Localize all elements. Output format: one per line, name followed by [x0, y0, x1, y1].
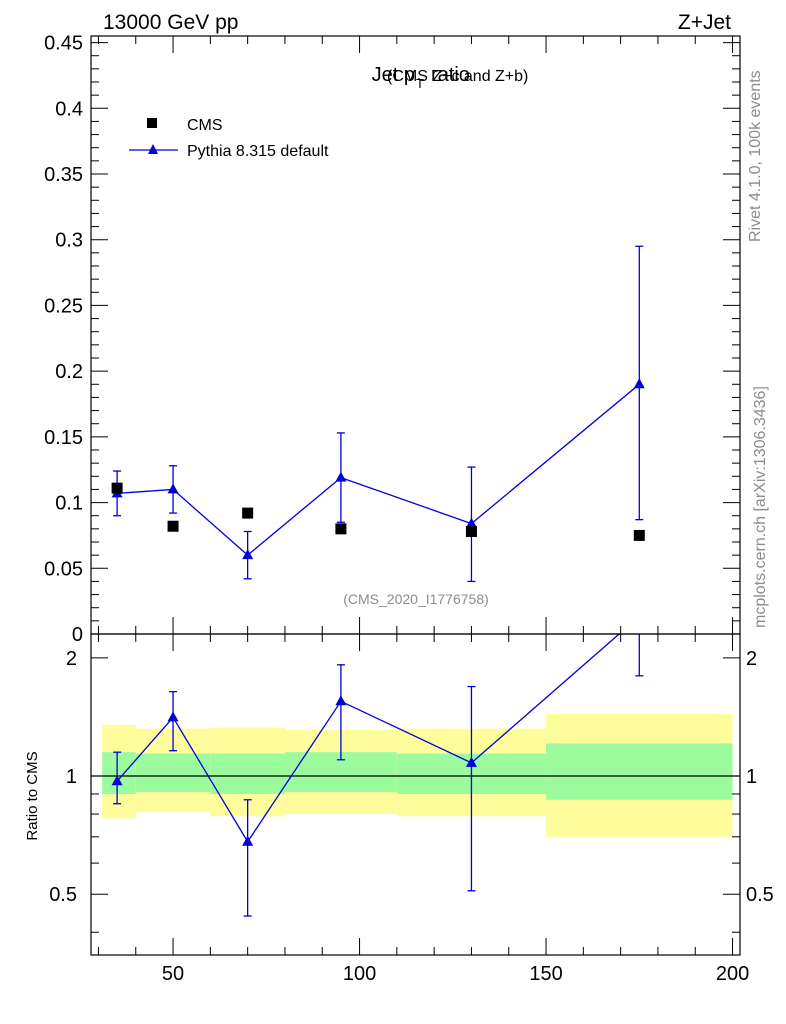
legend-mc-label: Pythia 8.315 default: [187, 143, 329, 160]
chart-title-ratio: ratio: [431, 64, 470, 86]
main-ytick-label: 0: [72, 624, 83, 646]
main-cms-point: [633, 529, 645, 541]
ratio-panel-frame: [90, 633, 741, 956]
main-ytick-label: 0.3: [55, 230, 83, 252]
analysis-label: (CMS_2020_I1776758): [343, 591, 489, 607]
ratio-band-inner: [102, 752, 136, 794]
main-ytick-label: 0.15: [44, 427, 83, 449]
main-ytick-label: 0.25: [44, 295, 83, 317]
main-ytick-label: 0.4: [55, 98, 83, 120]
ratio-panel: 50 100 150 200 0.5 0.5 1 1 2 2 Ratio to CMS: [24, 610, 774, 985]
chart-title-note: (CMS Z+c and Z+b): [387, 68, 528, 85]
ratio-ytick-label-right: 1: [746, 766, 757, 788]
chart-title-subscript: T: [416, 76, 424, 91]
main-ytick-label: 0.05: [44, 558, 83, 580]
main-cms-point: [167, 520, 179, 532]
header-energy: 13000 GeV pp: [103, 11, 238, 34]
main-ytick-label: 0.35: [44, 164, 83, 186]
ratio-ytick-label: 0.5: [49, 884, 77, 906]
main-mc-point: [633, 378, 645, 389]
ratio-ytick-label: 1: [66, 766, 77, 788]
main-mc-point: [242, 549, 254, 560]
ratio-xtick-label: 150: [529, 963, 562, 985]
mcplots-label: mcplots.cern.ch [arXiv:1306.3436]: [752, 386, 769, 628]
ratio-band-inner: [135, 753, 211, 793]
chart-title: Jet p: [372, 64, 415, 86]
main-cms-point: [465, 525, 477, 537]
ratio-mc-point: [111, 775, 123, 786]
main-ytick-label: 0.2: [55, 361, 83, 383]
main-mc-point: [167, 483, 179, 494]
main-cms-point: [335, 523, 347, 535]
ratio-mc-point: [167, 711, 179, 722]
main-mc-point: [335, 471, 347, 482]
legend: CMS Pythia 8.315 default: [129, 117, 329, 160]
main-mc-line: [117, 383, 640, 556]
main-cms-point: [242, 507, 254, 519]
main-panel: 00.050.10.150.20.250.30.350.40.45 Jet p …: [44, 33, 741, 646]
ratio-mc-point: [242, 835, 254, 846]
ratio-xtick-label: 50: [162, 963, 184, 985]
ratio-ytick-label-right: 2: [746, 648, 757, 670]
ratio-ytick-label: 2: [66, 648, 77, 670]
ratio-ytick-label-right: 0.5: [746, 884, 774, 906]
ratio-xtick-label: 200: [716, 963, 749, 985]
ratio-ylabel: Ratio to CMS: [24, 751, 41, 840]
legend-cms-label: CMS: [187, 117, 223, 134]
legend-cms-marker: [147, 118, 157, 128]
main-ytick-label: 0.45: [44, 33, 83, 55]
rivet-version-label: Rivet 4.1.0, 100k events: [747, 70, 764, 242]
ratio-mc-point: [335, 695, 347, 706]
ratio-mc-point: [465, 756, 477, 767]
main-mc-point: [465, 517, 477, 528]
ratio-mc-point: [634, 610, 645, 620]
main-cms-point: [111, 482, 123, 494]
main-ytick-label: 0.1: [55, 493, 83, 515]
ratio-band-inner: [546, 743, 733, 800]
ratio-mc-line: [116, 634, 621, 843]
ratio-xtick-label: 100: [343, 963, 376, 985]
legend-mc-marker: [148, 144, 158, 154]
header-process: Z+Jet: [678, 11, 731, 34]
ratio-band-inner: [210, 753, 285, 794]
